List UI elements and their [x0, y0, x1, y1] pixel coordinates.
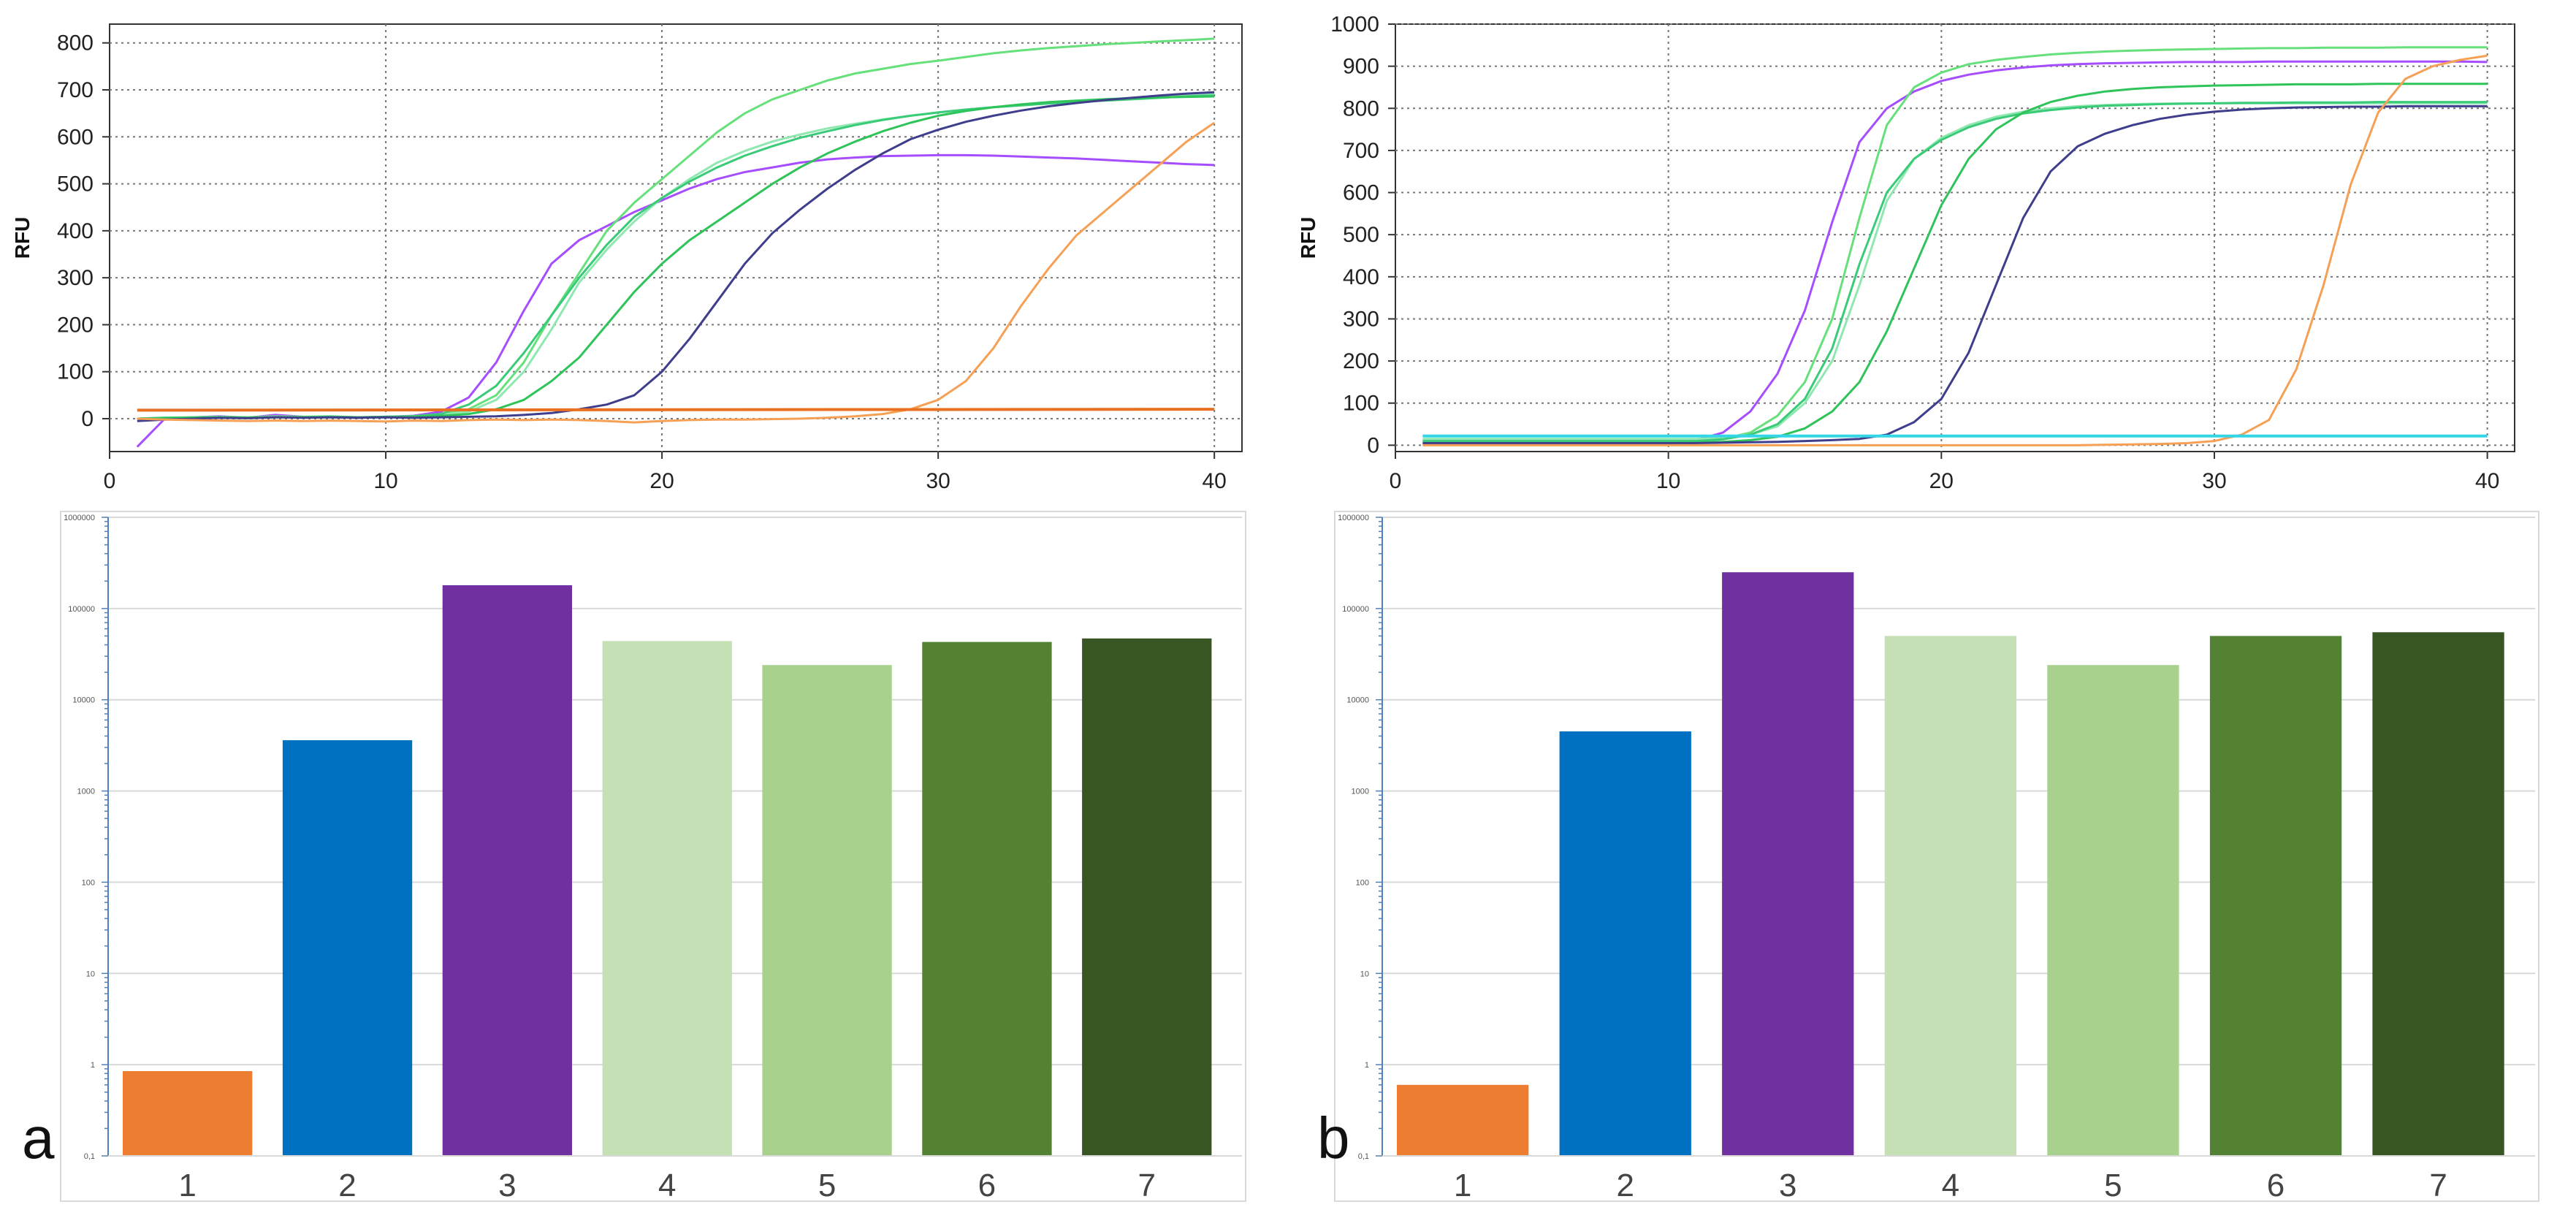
plot-frame: [109, 23, 1243, 452]
y-tick-label: 500: [1343, 223, 1379, 247]
x-tick-label: 0: [104, 469, 116, 493]
series-group: [1422, 46, 2488, 446]
x-tick-label: 40: [1203, 469, 1227, 493]
y-tick-label: 800: [57, 31, 94, 56]
y-tick-label: 200: [1343, 349, 1379, 373]
y-tick-label: 400: [1343, 265, 1379, 289]
y-tick-label: 100000: [1342, 605, 1369, 614]
y-tick-label: 1: [1365, 1061, 1369, 1070]
x-tick-label: 7: [2429, 1168, 2447, 1203]
y-tick-label: 700: [57, 78, 94, 102]
bar-5: [2047, 665, 2179, 1156]
y-tick-label: 0: [1367, 433, 1379, 457]
panel-label-a: a: [22, 1105, 55, 1171]
y-tick-label: 100: [1343, 392, 1379, 416]
x-tick-label: 10: [1656, 469, 1680, 493]
y-tick-label: 10: [1360, 970, 1369, 978]
x-tick-label: 7: [1138, 1168, 1156, 1203]
y-tick-label: 800: [1343, 96, 1379, 121]
y-tick-label: 200: [57, 313, 94, 337]
x-tick-label: 4: [658, 1168, 676, 1203]
y-tick-label: 0,1: [1358, 1152, 1369, 1161]
y-tick-label: 0,1: [84, 1152, 95, 1161]
y-tick-label: 1000000: [1338, 514, 1369, 522]
y-tick-label: 10000: [72, 696, 95, 705]
x-tick-label: 0: [1390, 469, 1402, 493]
bar-3: [1722, 572, 1854, 1156]
bar-7: [2372, 632, 2504, 1156]
series-group: [136, 37, 1216, 448]
y-tick-label: 700: [1343, 139, 1379, 163]
y-tick-label: 600: [1343, 181, 1379, 205]
x-tick-label: 40: [2475, 469, 2499, 493]
y-tick-label: 1: [91, 1061, 95, 1070]
chart-area-frame: [1334, 511, 2539, 1202]
y-tick-label: 1000: [77, 788, 95, 796]
bar-3: [442, 585, 572, 1156]
y-tick-label: 300: [57, 266, 94, 290]
y-tick-label: 100: [1356, 878, 1369, 887]
plot-frame: [1395, 23, 2515, 452]
series-line-curve-6: [137, 91, 1215, 422]
x-tick-label: 3: [498, 1168, 516, 1203]
series-line-curve-7: [1422, 54, 2488, 446]
x-tick-label: 3: [1779, 1168, 1796, 1203]
y-tick-label: 10000: [1346, 696, 1369, 705]
bar-4: [602, 641, 732, 1156]
y-tick-label: 1000: [1330, 12, 1379, 37]
x-tick-label: 5: [2104, 1168, 2122, 1203]
panel-label-b: b: [1317, 1105, 1350, 1171]
x-tick-label: 5: [818, 1168, 836, 1203]
bar-6: [2209, 636, 2342, 1156]
bar-1: [1397, 1084, 1529, 1156]
x-tick-label: 30: [926, 469, 950, 493]
chart-area-frame: [60, 511, 1246, 1202]
bar-5: [762, 665, 892, 1156]
y-tick-label: 500: [57, 172, 94, 197]
x-tick-label: 6: [2267, 1168, 2285, 1203]
x-tick-label: 2: [1616, 1168, 1634, 1203]
y-tick-label: 100: [57, 360, 94, 384]
y-tick-label: 1000: [1352, 788, 1369, 796]
series-line-baseline: [137, 408, 1215, 412]
x-tick-label: 30: [2202, 469, 2226, 493]
series-line-curve-4: [1422, 101, 2488, 443]
y-tick-label: 900: [1343, 55, 1379, 79]
y-tick-label: 0: [81, 407, 94, 431]
bar-2: [1559, 731, 1691, 1156]
x-tick-label: 10: [373, 469, 397, 493]
y-tick-label: 400: [57, 219, 94, 243]
y-tick-label: 600: [57, 125, 94, 149]
y-tick-label: 100: [82, 878, 95, 887]
x-tick-label: 6: [978, 1168, 996, 1203]
bar-chart-a: 0,1 1 10 100 1000 10000 100000 1000000 1 2 3 4 5 6 7: [60, 511, 1246, 1203]
x-tick-label: 20: [1929, 469, 1954, 493]
x-tick-label: 1: [1454, 1168, 1471, 1203]
amplification-chart-b: 0 10 20 30 400100200300400500600700800900100…: [1297, 12, 2515, 493]
y-tick-label: 300: [1343, 307, 1379, 331]
x-tick-label: 2: [338, 1168, 356, 1203]
y-axis-label: RFU: [1297, 217, 1319, 259]
y-tick-label: 100000: [68, 605, 95, 614]
bar-1: [123, 1071, 253, 1156]
bar-6: [922, 642, 1052, 1156]
y-tick-label: 1000000: [64, 514, 95, 522]
bar-4: [1884, 636, 2016, 1156]
series-line-curve-6: [1422, 104, 2488, 444]
x-tick-label: 1: [178, 1168, 196, 1203]
x-tick-label: 4: [1942, 1168, 1959, 1203]
bar-7: [1082, 638, 1212, 1156]
bar-chart-b: 0,1 1 10 100 1000 10000 100000 1000000 1 2 3 4 5 6 7: [1334, 511, 2539, 1203]
y-axis-label: RFU: [11, 217, 34, 259]
bar-2: [282, 740, 413, 1156]
series-line-curve-7: [137, 121, 1216, 424]
x-tick-label: 20: [649, 469, 674, 493]
y-tick-label: 10: [86, 970, 95, 978]
